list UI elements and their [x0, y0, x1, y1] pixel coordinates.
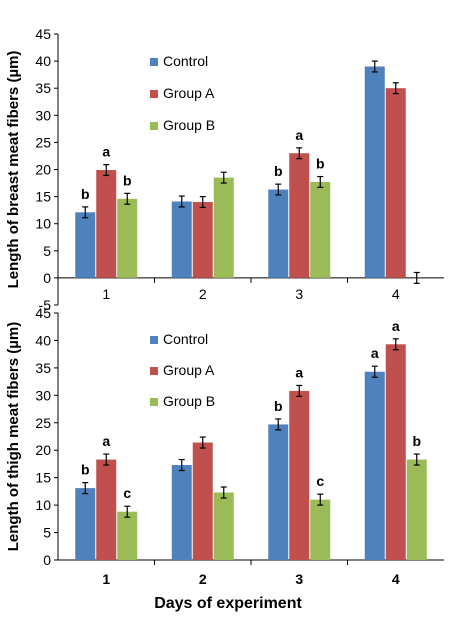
bar-group-b: [213, 177, 234, 278]
x-tick-label: 2: [199, 571, 207, 587]
y-tick-label: 20: [35, 162, 51, 178]
bar-control: [364, 66, 385, 278]
significance-label: b: [274, 163, 283, 179]
significance-label: b: [412, 433, 421, 449]
y-tick-label: 40: [35, 332, 51, 348]
significance-label: a: [371, 345, 379, 361]
significance-label: a: [295, 127, 303, 143]
x-tick-label: 3: [295, 571, 303, 587]
bar-control: [171, 465, 192, 560]
bar-group-b: [310, 181, 331, 278]
bar-group-b: [406, 459, 427, 560]
x-axis-title: Days of experiment: [154, 595, 302, 612]
bar-control: [75, 212, 96, 278]
bar-group-a: [96, 170, 117, 278]
y-tick-label: 0: [43, 270, 51, 286]
y-tick-label: -5: [39, 297, 52, 313]
y-tick-label: 20: [35, 442, 51, 458]
chart-2: 0 5 10 15 20 25 30 35 40 45 Length of thigh meat f…: [5, 305, 444, 587]
bar-control: [268, 189, 289, 278]
significance-label: c: [123, 485, 131, 501]
legend-swatch-group-a: [150, 367, 158, 375]
x-tick-label: 2: [199, 286, 207, 302]
bar-group-b: [213, 492, 234, 560]
significance-label: b: [316, 156, 325, 172]
y-tick-label: 0: [43, 552, 51, 568]
significance-label: b: [123, 172, 132, 188]
chart-1: -5 0 5 10 15 20 25 30 35 40 45 Length of breast mea…: [5, 26, 444, 313]
legend-swatch-group-b: [150, 398, 158, 406]
legend-label: Control: [163, 331, 208, 347]
bar-group-a: [385, 88, 406, 278]
significance-label: c: [316, 473, 324, 489]
y-tick-label: 35: [35, 360, 51, 376]
significance-label: a: [392, 318, 400, 334]
legend-label: Group A: [163, 85, 215, 101]
legend-label: Group B: [163, 393, 215, 409]
legend-label: Group B: [163, 117, 215, 133]
significance-label: a: [295, 364, 303, 380]
significance-label: b: [81, 186, 90, 202]
legend-label: Group A: [163, 362, 215, 378]
bar-group-b: [117, 198, 138, 278]
significance-label: b: [274, 398, 283, 414]
x-tick-label: 1: [102, 571, 110, 587]
bar-group-a: [385, 344, 406, 560]
y-tick-label: 10: [35, 497, 51, 513]
y-tick-label: 25: [35, 415, 51, 431]
bar-control: [75, 488, 96, 560]
legend-swatch-control: [150, 336, 158, 344]
y-tick-label: 30: [35, 107, 51, 123]
x-tick-label: 4: [392, 286, 400, 302]
y-tick-label: 25: [35, 134, 51, 150]
y-tick-label: 35: [35, 80, 51, 96]
legend-swatch-control: [150, 58, 158, 66]
y-tick-label: 45: [35, 305, 51, 321]
bar-control: [364, 371, 385, 560]
y-tick-label: 15: [35, 470, 51, 486]
bar-group-b: [117, 511, 138, 560]
legend-swatch-group-a: [150, 90, 158, 98]
bar-group-a: [96, 459, 117, 560]
significance-label: b: [81, 462, 90, 478]
bar-group-b: [310, 499, 331, 560]
y-tick-label: 30: [35, 387, 51, 403]
bar-group-a: [289, 390, 310, 560]
bar-group-a: [192, 442, 213, 560]
bar-group-a: [289, 153, 310, 278]
y-axis-title: Length of thigh meat fibers (µm): [5, 322, 22, 551]
legend-label: Control: [163, 53, 208, 69]
significance-label: a: [102, 433, 110, 449]
bar-group-a: [192, 202, 213, 278]
significance-label: a: [102, 144, 110, 160]
bar-control: [171, 201, 192, 278]
y-tick-label: 15: [35, 189, 51, 205]
y-axis-title: Length of breast meat fibers (µm): [5, 51, 22, 289]
y-tick-label: 5: [43, 243, 51, 259]
x-tick-label: 4: [392, 571, 400, 587]
y-tick-label: 5: [43, 525, 51, 541]
bar-control: [268, 424, 289, 560]
x-tick-label: 3: [295, 286, 303, 302]
legend-swatch-group-b: [150, 122, 158, 130]
x-tick-label: 1: [102, 286, 110, 302]
y-tick-label: 10: [35, 216, 51, 232]
y-tick-label: 40: [35, 53, 51, 69]
y-tick-label: 45: [35, 26, 51, 42]
